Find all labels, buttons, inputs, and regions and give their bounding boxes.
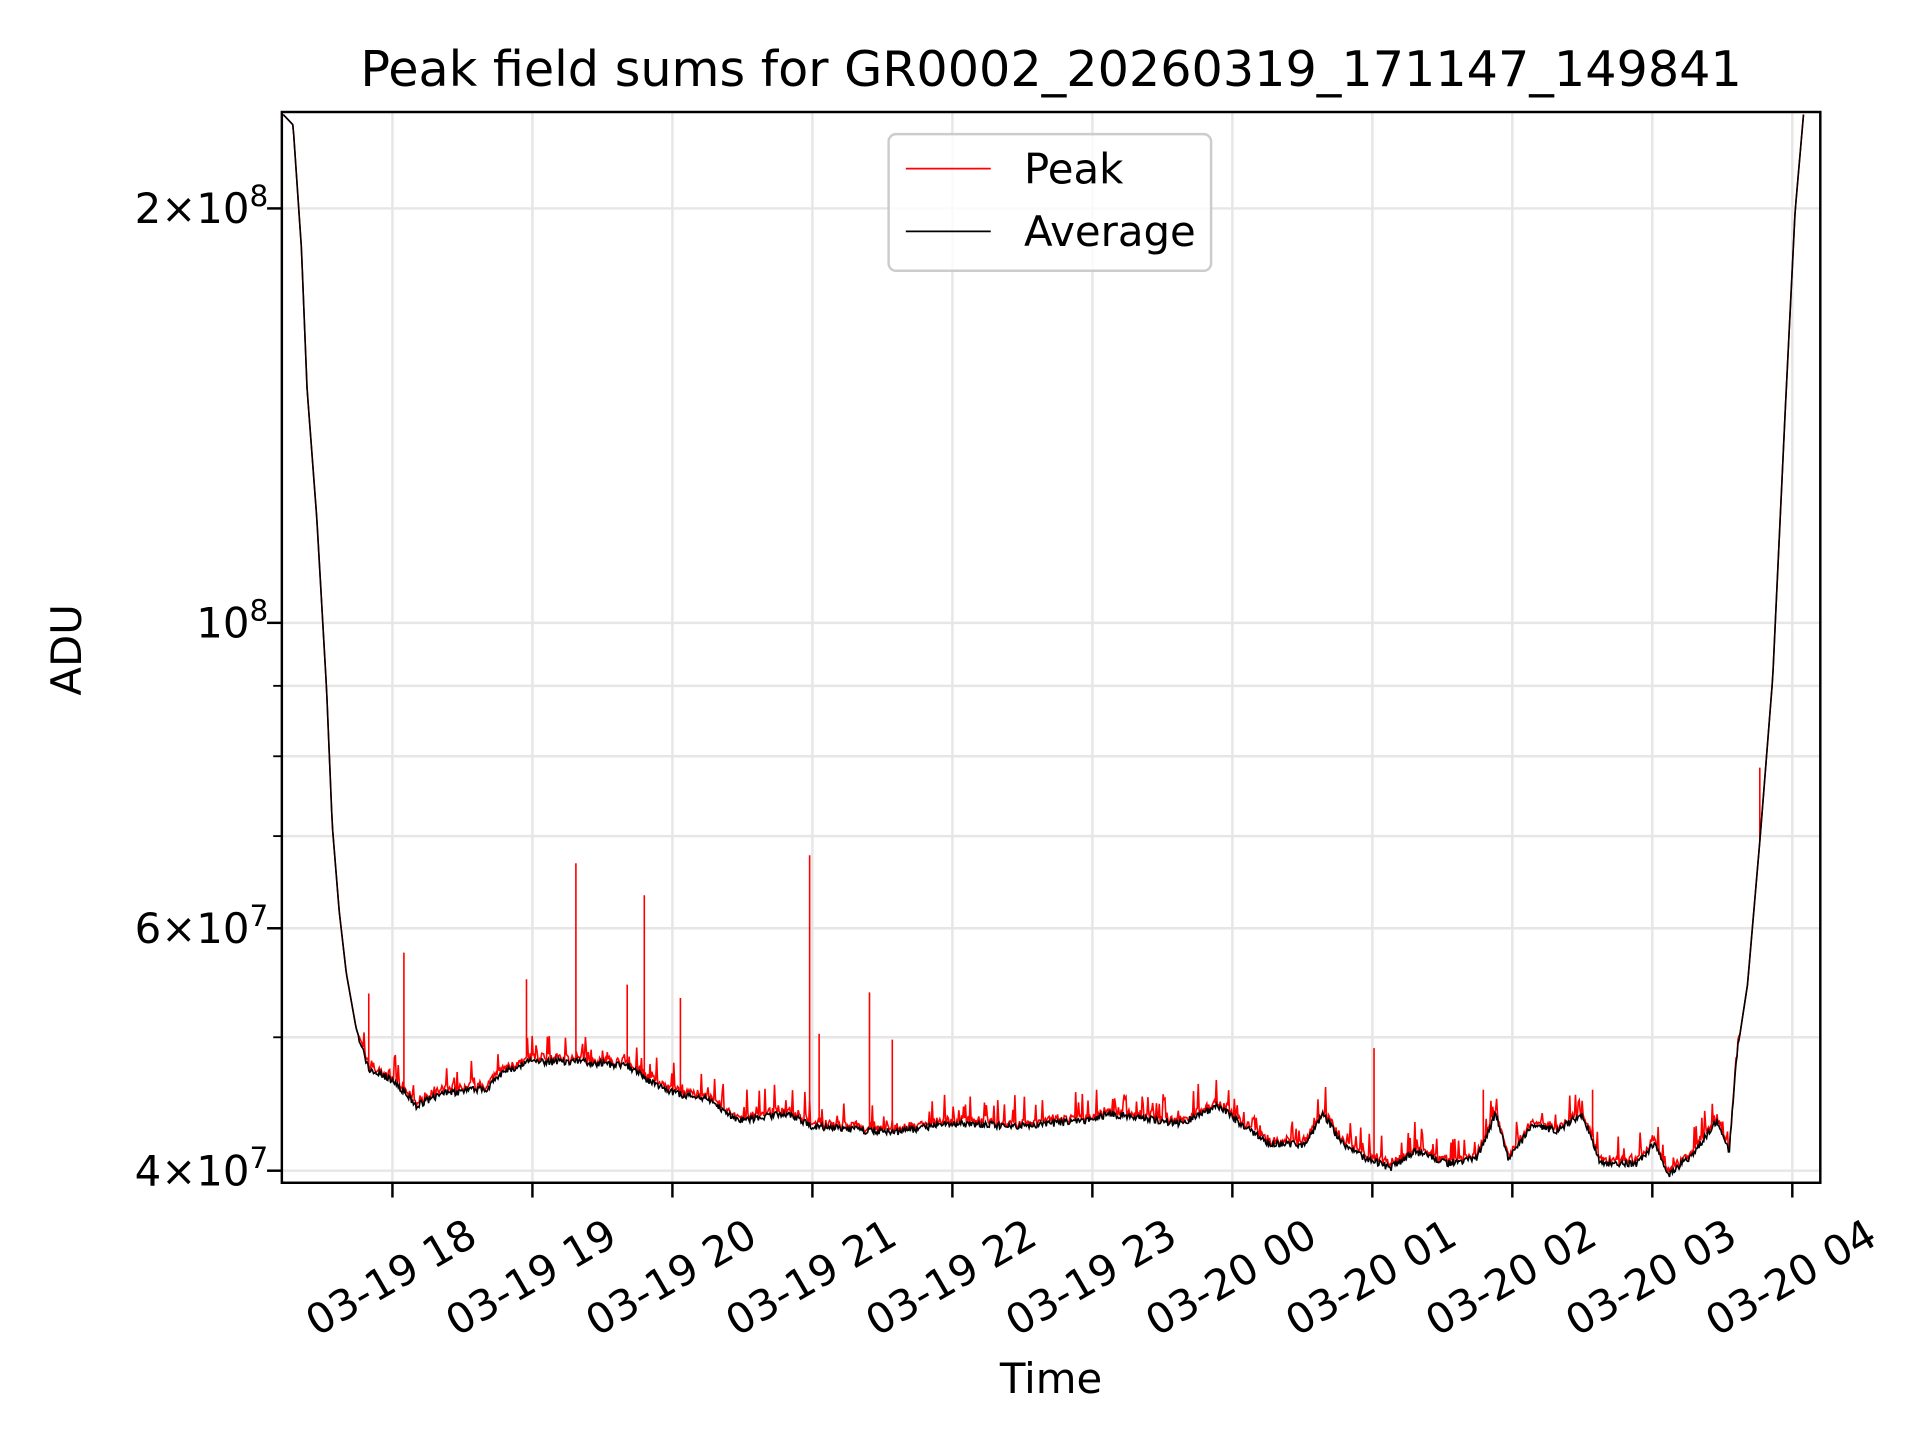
y-tick-exponent: 7	[250, 899, 269, 933]
y-tick-exponent: 8	[250, 593, 269, 627]
y-tick-label: 108	[196, 593, 268, 647]
y-tick-label: 2×108	[135, 179, 269, 233]
y-tick-exponent: 7	[250, 1141, 269, 1175]
y-tick-base: 10	[196, 1146, 249, 1195]
grid-lines	[281, 112, 1821, 1183]
y-tick-exponent: 8	[250, 179, 269, 213]
axes-frame	[280, 110, 1822, 1184]
legend-average-label: Average	[1024, 207, 1196, 256]
y-axis-label: ADU	[42, 604, 91, 695]
y-tick-mantissa: 6	[135, 904, 162, 953]
y-tick-mantissa: 2	[135, 184, 162, 233]
x-axis-label: Time	[999, 1354, 1102, 1403]
average-series-line	[282, 113, 1805, 1178]
legend: Peak Average	[887, 132, 1213, 272]
chart-title: Peak field sums for GR0002_20260319_1711…	[360, 40, 1741, 98]
y-tick-label: 4×107	[135, 1141, 269, 1195]
plot-series	[282, 113, 1805, 1178]
legend-peak-label: Peak	[1024, 144, 1124, 193]
y-tick-base: 10	[196, 599, 249, 648]
y-tick-times: ×	[161, 184, 196, 233]
y-tick-label: 6×107	[135, 899, 269, 953]
y-tick-base: 10	[196, 184, 249, 233]
y-tick-mantissa: 4	[135, 1146, 162, 1195]
y-tick-times: ×	[161, 1146, 196, 1195]
y-tick-base: 10	[196, 904, 249, 953]
y-tick-times: ×	[161, 904, 196, 953]
